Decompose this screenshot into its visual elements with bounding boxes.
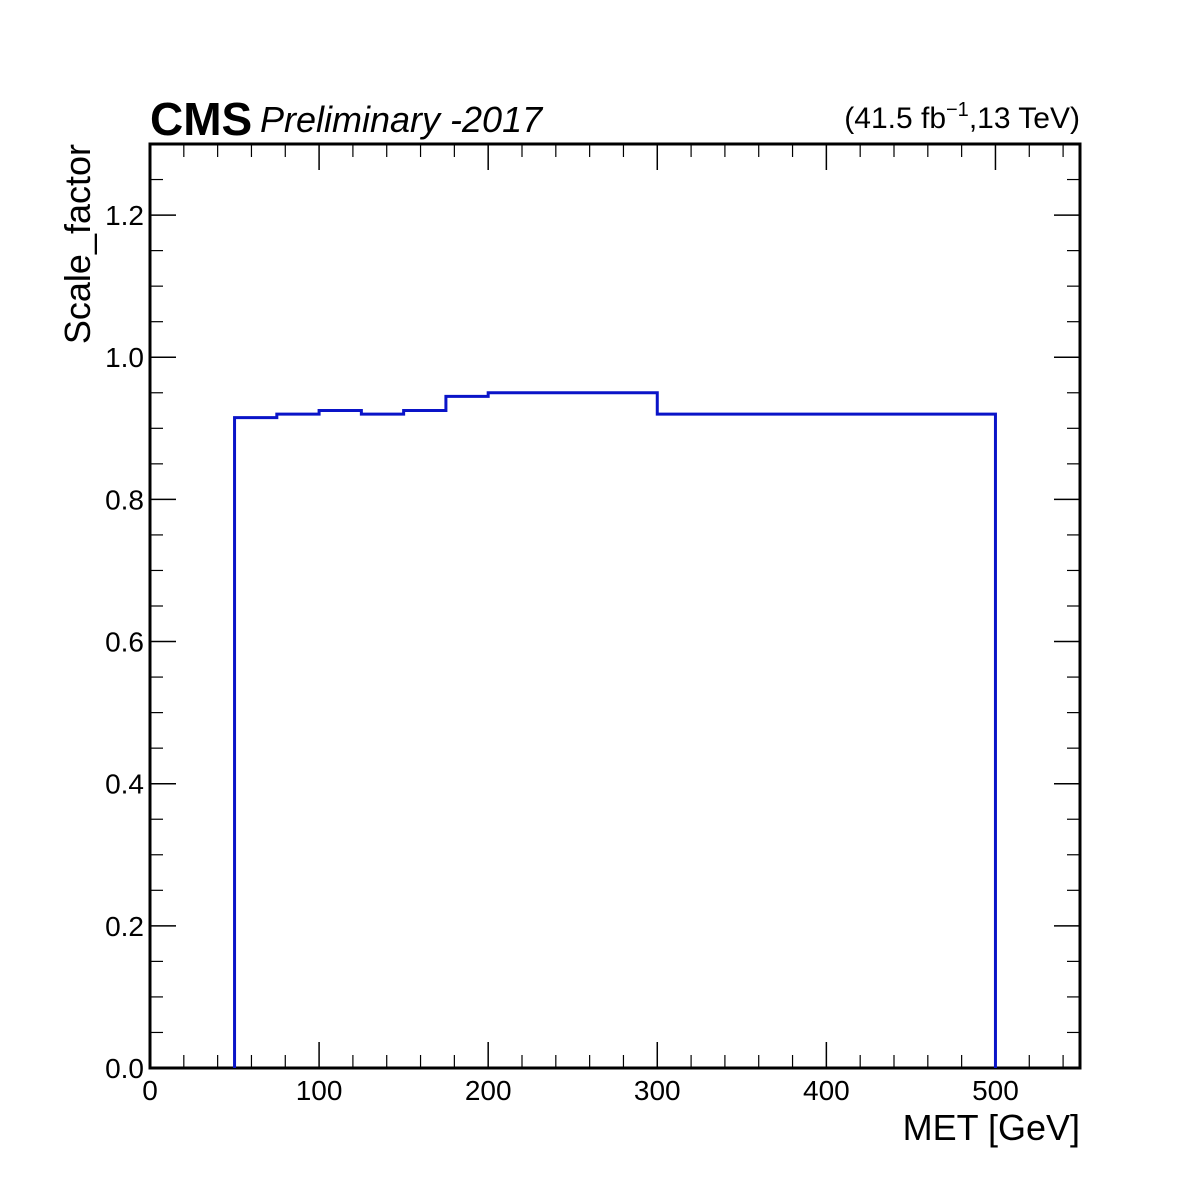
status-label: Preliminary -2017 [260, 99, 544, 140]
x-axis-title: MET [GeV] [903, 1107, 1080, 1148]
lumi-suffix: ,13 TeV) [969, 102, 1080, 135]
plot-frame [148, 142, 1082, 1070]
series-step-line [233, 391, 997, 1068]
y-tick-label: 0.2 [105, 911, 144, 942]
y-tick-label: 0.0 [105, 1053, 144, 1084]
y-tick-label: 0.6 [105, 627, 144, 658]
y-tick-label: 0.8 [105, 484, 144, 515]
series-group [233, 391, 997, 1068]
y-tick-label: 1.2 [105, 200, 144, 231]
x-tick-label: 400 [803, 1075, 850, 1106]
x-tick-label: 500 [972, 1075, 1019, 1106]
lumi-label: (41.5 fb−1,13 TeV) [844, 99, 1080, 135]
y-tick-label: 0.4 [105, 769, 144, 800]
x-tick-label: 300 [634, 1075, 681, 1106]
experiment-label: CMS [150, 93, 252, 145]
axis-tick-labels: 0 100 200 300 400 500 0.0 0.2 0.4 0.6 0.8 1.0 1.2 [105, 200, 1019, 1106]
y-tick-label: 1.0 [105, 342, 144, 373]
lumi-value: (41.5 fb [844, 102, 946, 135]
x-tick-label: 0 [142, 1075, 158, 1106]
y-axis-title: Scale_factor [57, 144, 98, 344]
x-tick-label: 100 [296, 1075, 343, 1106]
x-tick-label: 200 [465, 1075, 512, 1106]
axis-ticks [149, 143, 1080, 1069]
lumi-exponent: −1 [946, 99, 969, 121]
